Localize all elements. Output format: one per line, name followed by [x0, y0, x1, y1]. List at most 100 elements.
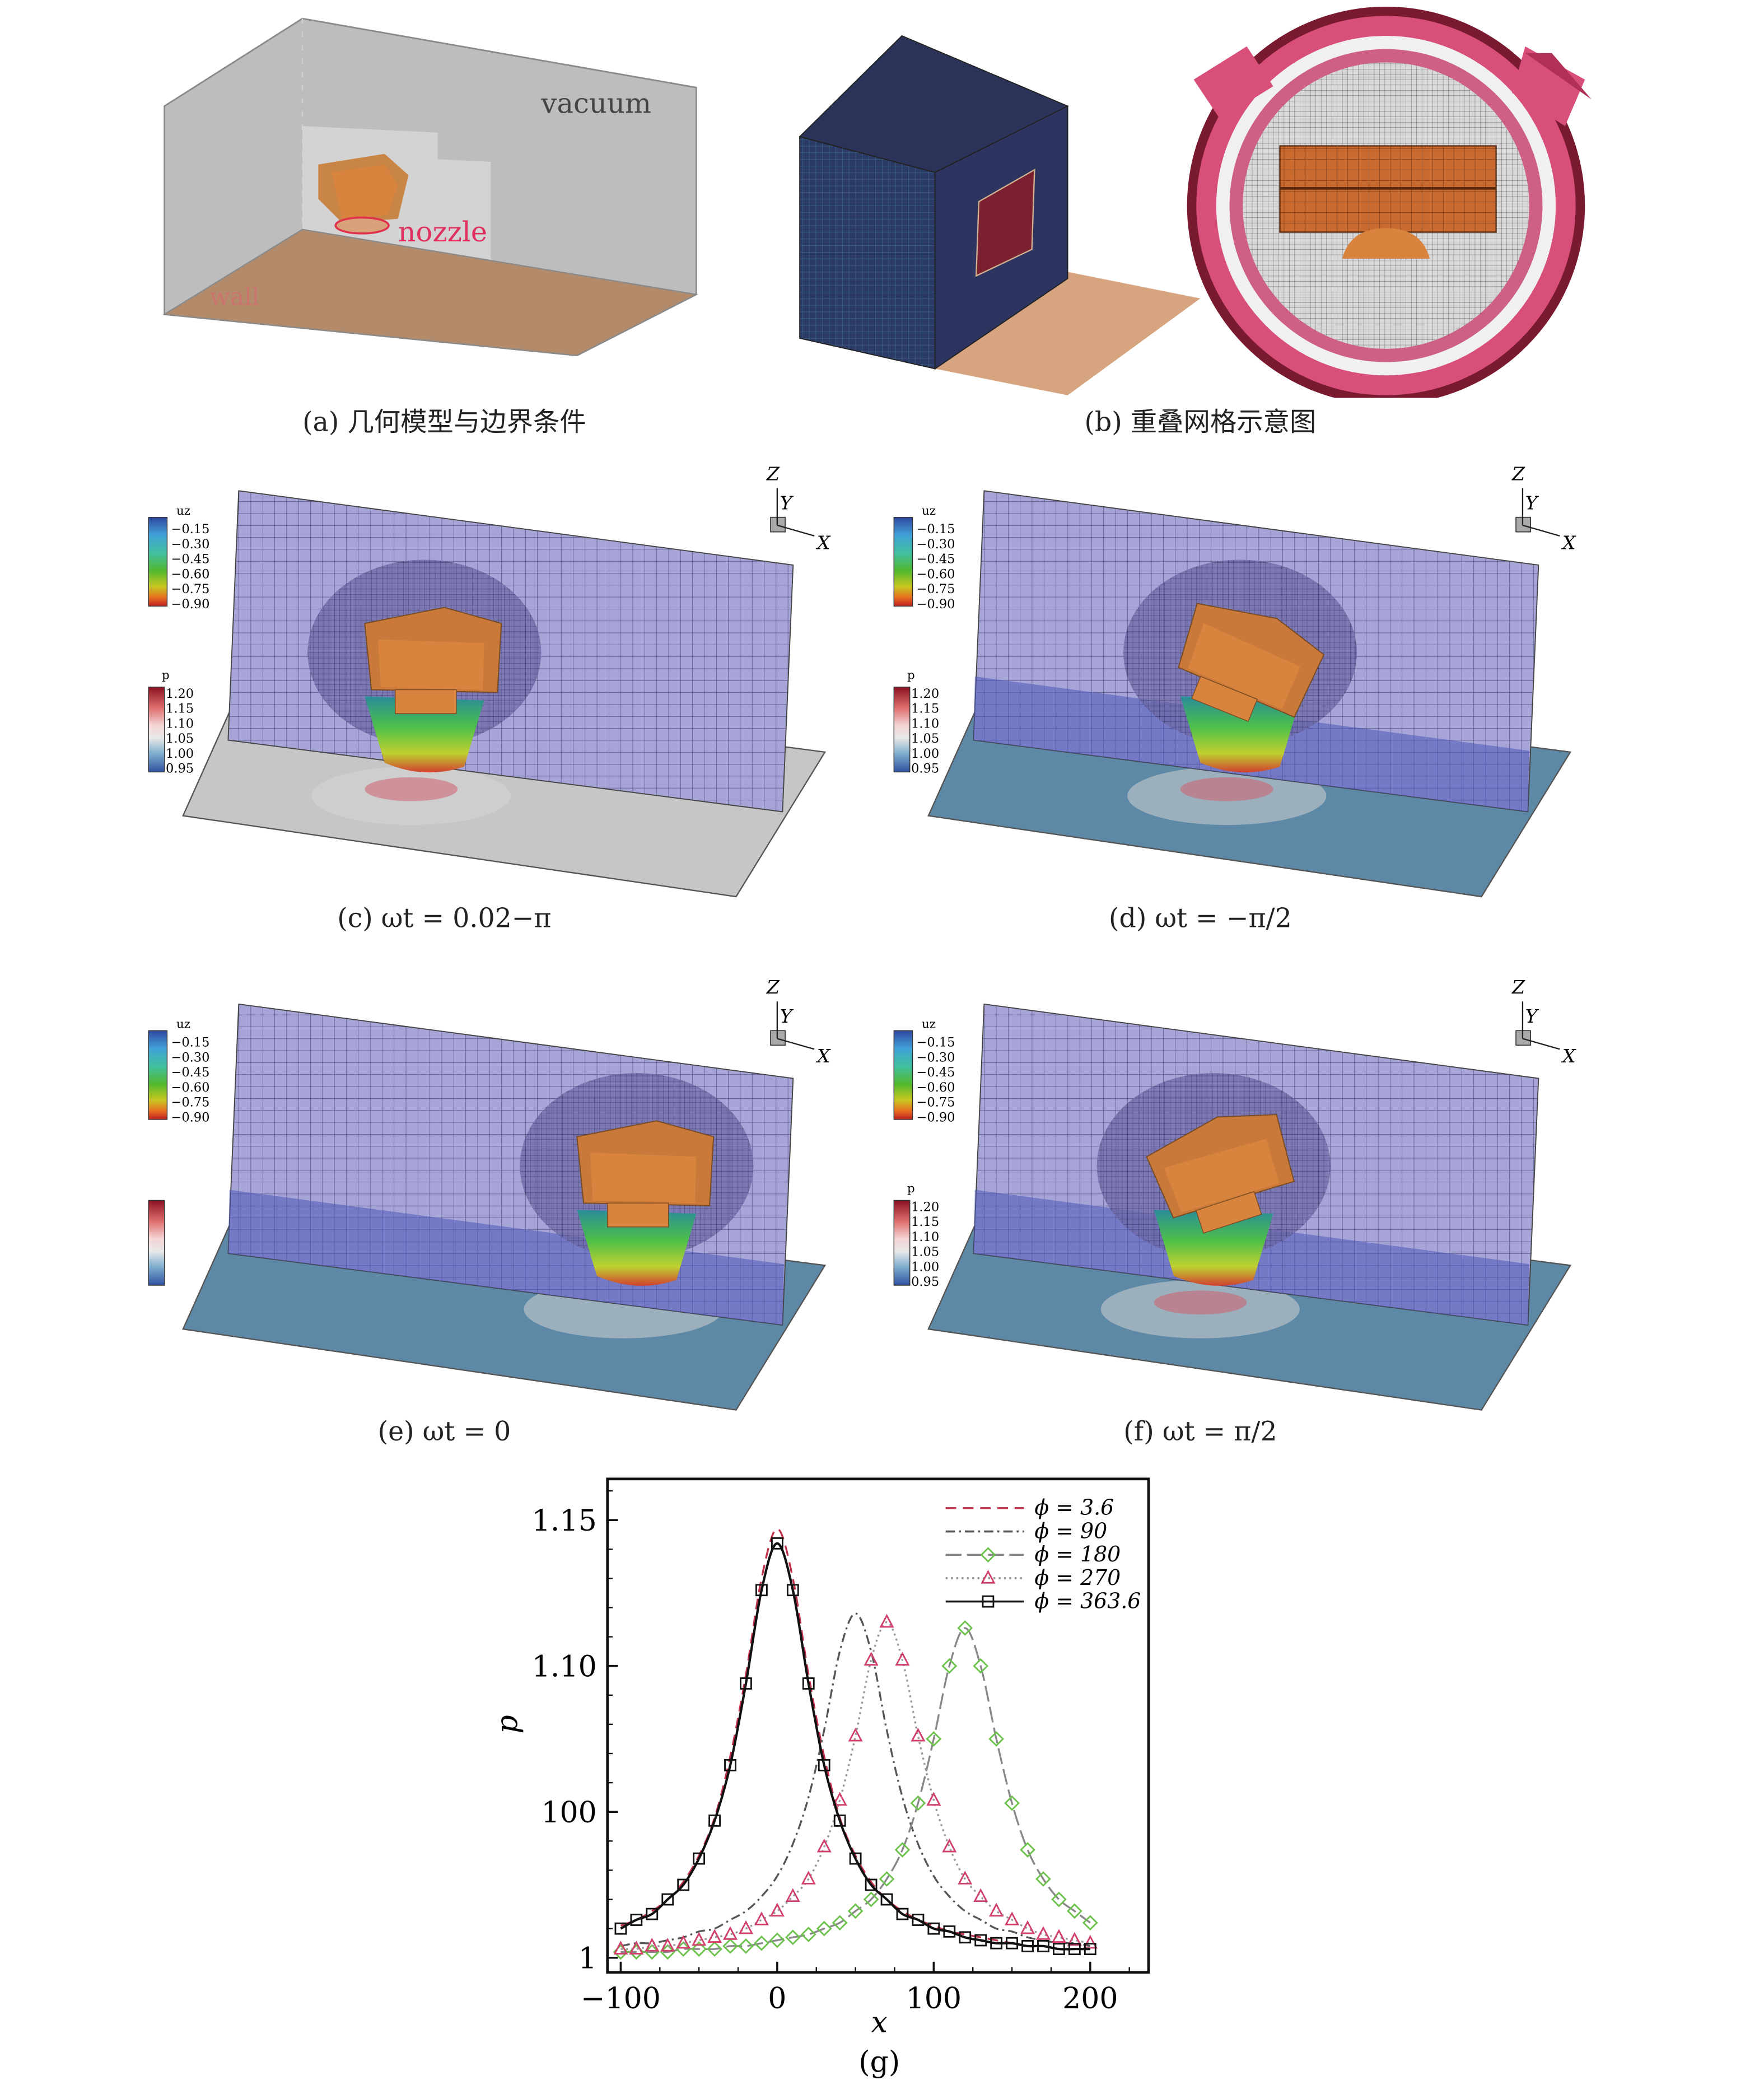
data-point-diamond — [816, 1920, 832, 1937]
data-point-square — [693, 1852, 706, 1865]
data-point-diamond — [785, 1929, 801, 1946]
data-point-square — [912, 1914, 925, 1926]
legend-label: ϕ = 180 — [1034, 1542, 1121, 1566]
data-point-triangle — [1082, 1934, 1098, 1949]
p-colorbar — [148, 1200, 165, 1286]
caption-d: (d) ωt = −π/2 — [1109, 902, 1292, 934]
p-legend-title: p — [907, 669, 915, 683]
data-point-triangle — [1020, 1920, 1035, 1934]
p-colorbar — [893, 687, 911, 773]
p-colorbar-legend: p 1.201.151.101.051.000.95 — [893, 1182, 939, 1289]
y-tick-label: 1.10 — [532, 1650, 597, 1684]
triad-x-label: X — [1561, 1045, 1576, 1067]
data-point-diamond — [1082, 1915, 1098, 1931]
y-axis-label: p — [491, 1715, 525, 1733]
data-point-triangle — [1005, 1911, 1020, 1925]
data-point-diamond — [707, 1941, 722, 1957]
p-legend-title: p — [162, 669, 170, 683]
p-tick-label: 1.10 — [911, 1230, 939, 1244]
uz-tick-label: −0.45 — [171, 1065, 210, 1080]
data-point-square — [927, 1922, 940, 1935]
p-colorbar-legend: p 1.201.151.101.051.000.95 — [893, 669, 939, 776]
p-tick-label: 0.95 — [166, 762, 194, 776]
series-5 — [614, 1537, 1096, 1956]
data-point-diamond — [800, 1927, 816, 1942]
triad-y-label: Y — [780, 1005, 794, 1027]
legend-label: ϕ = 90 — [1034, 1518, 1107, 1543]
data-point-triangle — [707, 1929, 722, 1943]
data-point-diamond — [660, 1944, 676, 1960]
data-point-square — [614, 1922, 627, 1935]
panel-e: uz −0.15 −0.30 −0.45 −0.60 −0.75 −0.90 Z Y X — [0, 964, 882, 1482]
uz-colorbar-legend: uz −0.15−0.30−0.45−0.60−0.75−0.90 — [893, 1018, 955, 1125]
uz-tick-label: −0.30 — [917, 537, 955, 552]
pressure-peak — [365, 777, 458, 801]
data-point-diamond — [957, 1620, 973, 1636]
triad-y-label: Y — [1525, 1005, 1539, 1027]
p-colorbar-legend — [148, 1200, 165, 1286]
x-tick-label: 200 — [1062, 1982, 1118, 2016]
uz-legend-title: uz — [922, 1018, 936, 1032]
data-point-triangle — [942, 1838, 957, 1853]
panel-e-render: uz −0.15−0.30−0.45−0.60−0.75−0.90 ZYX — [148, 976, 831, 1411]
plot-frame — [606, 1477, 1150, 1974]
x-tick-label: 0 — [768, 1982, 786, 2016]
caption-b: (b) 重叠网格示意图 — [1084, 405, 1317, 438]
p-tick-label: 1.05 — [166, 731, 194, 746]
axes-triad: ZYX — [766, 463, 831, 553]
p-tick-label: 1.20 — [911, 687, 939, 701]
legend-entry: ϕ = 363.6 — [945, 1588, 1141, 1613]
uz-tick-label: −0.90 — [917, 1110, 955, 1125]
data-point-triangle — [832, 1792, 847, 1806]
data-point-triangle — [816, 1838, 832, 1853]
series-4 — [613, 1613, 1098, 1955]
data-point-triangle — [879, 1613, 894, 1628]
data-point-triangle — [1035, 1926, 1051, 1940]
data-point-diamond — [988, 1731, 1004, 1747]
data-point-square — [943, 1925, 956, 1938]
uz-tick-label: −0.15 — [917, 1036, 955, 1050]
data-point-square — [849, 1852, 862, 1865]
label-nozzle: nozzle — [398, 216, 488, 248]
series-3 — [613, 1620, 1098, 1960]
axes-triad: ZYX — [1511, 463, 1576, 553]
data-point-square — [755, 1584, 768, 1597]
data-point-square — [982, 1595, 995, 1608]
data-point-square — [786, 1584, 799, 1597]
data-point-diamond — [675, 1941, 692, 1957]
x-tick-label: 100 — [906, 1982, 962, 2016]
uz-colorbar — [893, 1030, 913, 1120]
axes-triad: ZYX — [766, 976, 831, 1067]
series-line — [620, 1627, 1091, 1953]
uz-colorbar-legend: uz −0.15−0.30−0.45−0.60−0.75−0.90 — [893, 504, 955, 612]
p-tick-label: 1.05 — [911, 1245, 939, 1260]
p-legend-title: p — [907, 1182, 915, 1196]
data-point-square — [646, 1908, 659, 1920]
nozzle-body — [1146, 1114, 1295, 1234]
caption-f: (f) ωt = π/2 — [1123, 1415, 1277, 1447]
data-point-diamond — [1035, 1871, 1051, 1887]
uz-colorbar — [148, 1030, 168, 1120]
data-point-triangle — [1051, 1929, 1066, 1943]
data-point-square — [990, 1937, 1003, 1950]
data-point-diamond — [691, 1941, 707, 1957]
p-tick-label: 1.15 — [911, 702, 939, 716]
data-point-square — [1068, 1943, 1081, 1956]
uz-legend-title: uz — [176, 504, 190, 518]
data-point-square — [1021, 1940, 1034, 1952]
uz-colorbar-legend: uz −0.15−0.30−0.45−0.60−0.75−0.90 — [148, 504, 209, 612]
data-point-triangle — [660, 1938, 675, 1952]
data-point-square — [740, 1677, 752, 1690]
uz-tick-label: −0.30 — [171, 537, 210, 552]
triad-z-label: Z — [1511, 463, 1525, 484]
data-point-square — [1084, 1943, 1096, 1956]
p-tick-label: 1.00 — [166, 747, 194, 761]
data-point-square — [959, 1931, 972, 1944]
data-point-diamond — [941, 1658, 958, 1674]
data-point-square — [708, 1814, 721, 1827]
data-point-triangle — [973, 1888, 988, 1902]
label-vacuum: vacuum — [540, 87, 651, 119]
data-point-triangle — [785, 1888, 800, 1902]
data-point-square — [896, 1908, 909, 1920]
